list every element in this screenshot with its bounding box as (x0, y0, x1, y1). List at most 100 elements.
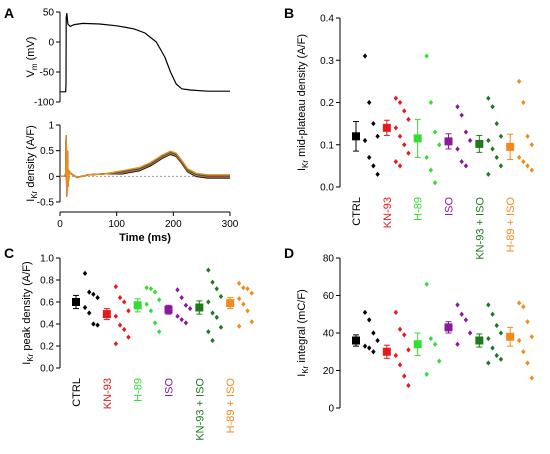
data-point (490, 311, 495, 317)
data-point (82, 304, 88, 311)
y-tick-label: 0.8 (40, 276, 54, 287)
data-point (113, 284, 119, 290)
panel-d-ylabel-main: I (296, 374, 308, 377)
mean-marker (352, 336, 360, 345)
mean-marker (413, 340, 422, 349)
group-ISO: ISO (164, 287, 193, 397)
data-point (362, 137, 368, 144)
data-point (525, 133, 530, 139)
category-label-CTRL: CTRL (71, 378, 83, 407)
data-point (91, 291, 96, 297)
data-point (432, 341, 438, 347)
data-point (432, 129, 438, 135)
y-tick-label: 1 (48, 121, 54, 132)
data-point (397, 133, 403, 139)
category-label-KN-93 + ISO: KN-93 + ISO (194, 378, 206, 441)
data-point (486, 360, 491, 366)
data-point (467, 137, 473, 144)
data-point (529, 375, 534, 381)
trace-H-89 + ISO (60, 135, 230, 197)
data-point (375, 171, 380, 177)
data-point (206, 329, 211, 335)
data-point (393, 159, 399, 165)
group-H-89: H-89 (133, 285, 162, 402)
category-label-KN-93: KN-93 (382, 197, 394, 228)
data-point (397, 326, 403, 332)
category-label-ISO: ISO (444, 197, 456, 216)
data-point (210, 310, 215, 316)
mean-marker (506, 142, 515, 151)
panel-c-ylabel-sub: Kr (26, 353, 35, 361)
data-point (241, 285, 246, 291)
y-tick-label: 0.5 (40, 146, 54, 157)
data-point (183, 302, 189, 308)
panel-a-ylabel-1-main: I (25, 199, 37, 202)
category-label-ISO: ISO (164, 378, 176, 397)
panel-label-A: A (4, 5, 14, 21)
panel-d-ylabel-sub: Kr (301, 365, 310, 373)
data-point (122, 299, 127, 305)
data-point (529, 334, 534, 340)
data-point (455, 341, 460, 347)
data-point (113, 341, 119, 347)
data-point (406, 382, 411, 389)
data-point (432, 180, 438, 186)
data-point (437, 142, 442, 148)
data-point (490, 345, 495, 351)
panel-b-ylabel-sub: Kr (301, 160, 310, 168)
data-point (406, 150, 411, 156)
data-point (241, 301, 246, 307)
data-point (362, 309, 368, 315)
data-point (428, 336, 434, 342)
data-point (179, 317, 184, 323)
panel-d-ylabel: IKr integral (mC/F) (296, 289, 310, 376)
data-point (236, 280, 242, 286)
data-point (375, 133, 380, 139)
y-tick-label: 0.4 (320, 14, 334, 25)
group-CTRL (352, 309, 380, 355)
category-label-H-89 + ISO: H-89 + ISO (225, 378, 237, 434)
data-point (486, 302, 491, 308)
data-point (249, 290, 254, 296)
category-label-H-89: H-89 (133, 378, 145, 402)
panel-b-ylabel-rest: mid-plateau density (A/F) (296, 34, 308, 160)
data-point (206, 267, 211, 273)
data-point (516, 337, 522, 344)
data-point (455, 104, 460, 110)
category-label-KN-93 + ISO: KN-93 + ISO (474, 197, 486, 260)
mean-marker (72, 298, 80, 306)
data-point (424, 371, 429, 377)
data-point (467, 330, 473, 336)
panel-a-xlabel: Time (ms) (119, 232, 171, 244)
y-tick-label: 0.0 (320, 183, 334, 194)
data-point (82, 270, 88, 276)
panel-c: 0.0 0.2 0.4 0.6 0.8 1.0 CTRL KN-93 H-89 ISO KN-93 … (40, 254, 254, 441)
mean-marker (102, 310, 111, 319)
data-point (463, 317, 469, 323)
data-point (362, 53, 368, 59)
data-point (459, 311, 464, 317)
data-point (498, 356, 504, 362)
group-KN-93 + ISO (475, 302, 504, 366)
data-point (516, 300, 522, 306)
data-point (362, 343, 368, 349)
y-tick-label: 50 (43, 8, 55, 19)
data-point (498, 133, 504, 139)
panel-a-ylabel-1: IKr density (A/F) (25, 125, 39, 201)
data-point (152, 320, 158, 326)
y-tick-label: 0 (328, 404, 334, 415)
mean-marker (352, 132, 360, 141)
data-point (498, 163, 504, 169)
data-point (525, 360, 530, 366)
data-point (397, 163, 403, 169)
data-point (486, 336, 491, 342)
x-tick-label: 100 (108, 219, 125, 230)
panel-a-ylabel-0-sub: m (30, 63, 39, 70)
mean-marker (506, 332, 515, 341)
x-tick-label: 300 (222, 219, 239, 230)
group-KN-93 + ISO: KN-93 + ISO (194, 267, 224, 441)
y-tick-label: 20 (323, 366, 335, 377)
y-tick-label: 40 (323, 329, 335, 340)
mean-marker (382, 123, 391, 132)
